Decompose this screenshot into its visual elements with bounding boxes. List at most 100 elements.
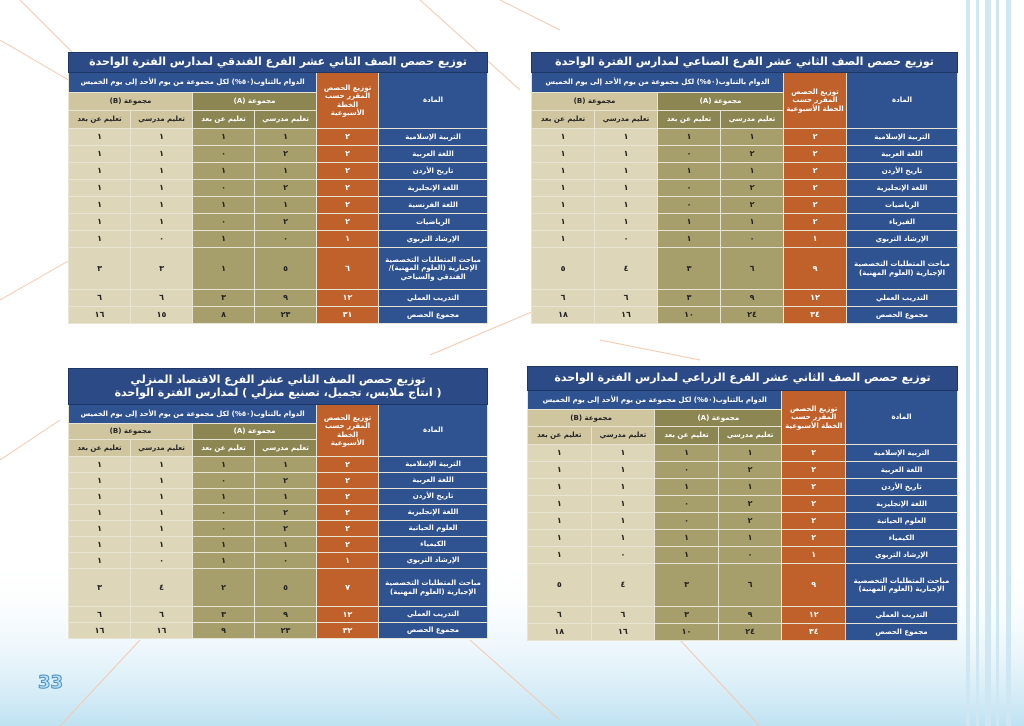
title-row: توزيع حصص الصف الثاني عشر الفرع الصناعي … xyxy=(530,52,959,73)
count-cell: ٢ xyxy=(254,213,318,231)
count-cell: ١٢ xyxy=(781,606,846,624)
header-schedule: الدوام بالتناوب(٥٠%) لكل مجموعة من يوم ا… xyxy=(67,404,318,424)
count-cell: ٢ xyxy=(783,196,848,214)
title-line: توزيع حصص الصف الثاني عشر الفرع الزراعي … xyxy=(554,371,931,385)
count-cell: ١ xyxy=(192,552,256,569)
count-cell: ٦ xyxy=(130,289,194,307)
header-total: توزيع الحصص المقرر حسب الخطة الأسبوعية xyxy=(781,390,846,445)
count-cell: ٢ xyxy=(254,179,318,197)
count-cell: ٢ xyxy=(316,536,380,553)
data-row: التربية الإسلامية ٢ ١ ١ ١ ١ xyxy=(530,128,959,146)
data-row: اللغة العربية ٢ ٢ ٠ ١ ١ xyxy=(67,472,489,489)
title-line: توزيع حصص الصف الثاني عشر الفرع الفندقي … xyxy=(89,55,467,69)
count-cell: ٧ xyxy=(316,568,380,607)
subject-cell: اللغة الإنجليزية xyxy=(846,179,959,197)
subject-cell: التدريب العملي xyxy=(846,289,959,307)
data-row: مباحث المتطلبات التخصصية الإجبارية (العل… xyxy=(67,568,489,607)
header-group-b: مجموعة (B) xyxy=(67,92,194,111)
subject-cell: التدريب العملي xyxy=(378,606,489,623)
count-cell: ١ xyxy=(657,162,722,180)
header-total: توزيع الحصص المقرر حسب الخطة الأسبوعية xyxy=(783,72,848,129)
header-row: مجموعة (A) مجموعة (B) xyxy=(67,423,488,440)
count-cell: ١ xyxy=(130,162,194,180)
header-subject: المادة xyxy=(846,72,959,129)
subject-cell: العلوم الحياتية xyxy=(378,520,489,537)
count-cell: ٩ xyxy=(717,606,783,624)
count-cell: ١ xyxy=(594,196,659,214)
count-cell: ١ xyxy=(67,456,132,473)
count-cell: ٠ xyxy=(130,552,194,569)
data-row: مجموع الحصص ٣٤ ٢٤ ١٠ ١٦ ١٨ xyxy=(527,623,958,641)
title-row: توزيع حصص الصف الثاني عشر الفرع الاقتصاد… xyxy=(67,368,489,405)
count-cell: ٢ xyxy=(316,128,380,146)
count-cell: ٠ xyxy=(130,230,194,248)
header-row: تعليم مدرسي تعليم عن بعد تعليم مدرسي تعليم … xyxy=(530,110,958,129)
subject-cell: الإرشاد التربوي xyxy=(378,552,489,569)
data-row: اللغة الإنجليزية ٢ ٢ ٠ ١ ١ xyxy=(530,179,959,197)
count-cell: ١ xyxy=(130,196,194,214)
count-cell: ١ xyxy=(654,529,719,547)
count-cell: ٦ xyxy=(67,289,132,307)
header-row: تعليم مدرسي تعليم عن بعد تعليم مدرسي تعليم … xyxy=(67,439,488,457)
subject-cell: الرياضيات xyxy=(846,196,959,214)
header-mode: تعليم مدرسي xyxy=(717,426,783,445)
count-cell: ٢ xyxy=(720,145,785,163)
header-schedule: الدوام بالتناوب(٥٠%) لكل مجموعة من يوم ا… xyxy=(530,72,785,93)
count-cell: ١ xyxy=(130,488,194,505)
data-row: التدريب العملي ١٢ ٩ ٣ ٦ ٦ xyxy=(67,606,489,623)
count-cell: ١ xyxy=(67,552,132,569)
count-cell: ١ xyxy=(781,546,846,564)
count-cell: ٠ xyxy=(657,196,722,214)
data-row: مجموع الحصص ٣٢ ٢٣ ٩ ١٦ ١٦ xyxy=(67,622,489,639)
title-line: توزيع حصص الصف الثاني عشر الفرع الاقتصاد… xyxy=(130,372,426,386)
count-cell: ١٦ xyxy=(67,622,132,639)
header-mode: تعليم مدرسي xyxy=(254,439,318,457)
subject-cell: العلوم الحياتية xyxy=(845,512,958,530)
count-cell: ١ xyxy=(590,495,656,513)
subject-cell: الكيمياء xyxy=(378,536,489,553)
count-cell: ٢ xyxy=(781,529,846,547)
count-cell: ٦ xyxy=(717,563,783,607)
count-cell: ٤ xyxy=(590,563,656,607)
count-cell: ٣ xyxy=(67,568,132,607)
count-cell: ٠ xyxy=(594,230,659,248)
subject-cell: مباحث المتطلبات التخصصية الإجبارية (العل… xyxy=(378,247,489,290)
count-cell: ١ xyxy=(130,472,194,489)
count-cell: ٣ xyxy=(654,606,719,624)
count-cell: ١ xyxy=(130,213,194,231)
count-cell: ٢ xyxy=(783,128,848,146)
header-mode: تعليم عن بعد xyxy=(192,439,256,457)
header-subject: المادة xyxy=(378,404,489,457)
count-cell: ٠ xyxy=(590,546,656,564)
subject-cell: تاريخ الأردن xyxy=(846,162,959,180)
count-cell: ١ xyxy=(717,444,783,462)
header-row: المادة توزيع الحصص المقرر حسب الخطة الأسب… xyxy=(67,404,489,457)
count-cell: ١ xyxy=(654,546,719,564)
count-cell: ١ xyxy=(594,162,659,180)
count-cell: ٢ xyxy=(781,461,846,479)
count-cell: ١ xyxy=(67,179,132,197)
schedule-table: توزيع حصص الصف الثاني عشر الفرع الاقتصاد… xyxy=(67,368,489,639)
count-cell: ٢٤ xyxy=(720,306,785,324)
subject-cell: تاريخ الأردن xyxy=(378,162,489,180)
count-cell: ١ xyxy=(654,478,719,496)
count-cell: ١ xyxy=(717,478,783,496)
header-row: مجموعة (A) مجموعة (B) xyxy=(67,92,488,111)
header-group-b: مجموعة (B) xyxy=(67,423,194,440)
count-cell: ١ xyxy=(527,529,592,547)
count-cell: ٢ xyxy=(254,504,318,521)
header-row: مجموعة (A) مجموعة (B) xyxy=(526,409,958,427)
count-cell: ٢ xyxy=(781,512,846,530)
data-row: اللغة الإنجليزية ٢ ٢ ٠ ١ ١ xyxy=(67,179,489,197)
count-cell: ٢٤ xyxy=(717,623,783,641)
count-cell: ١ xyxy=(590,512,656,530)
count-cell: ١ xyxy=(527,478,592,496)
data-row: التدريب العملي ١٢ ٩ ٣ ٦ ٦ xyxy=(67,289,489,307)
header-subject: المادة xyxy=(378,72,489,129)
data-row: العلوم الحياتية ٢ ٢ ٠ ١ ١ xyxy=(67,520,489,537)
count-cell: ٤ xyxy=(130,568,194,607)
count-cell: ٢ xyxy=(316,456,380,473)
count-cell: ٢ xyxy=(781,444,846,462)
count-cell: ٢ xyxy=(717,512,783,530)
